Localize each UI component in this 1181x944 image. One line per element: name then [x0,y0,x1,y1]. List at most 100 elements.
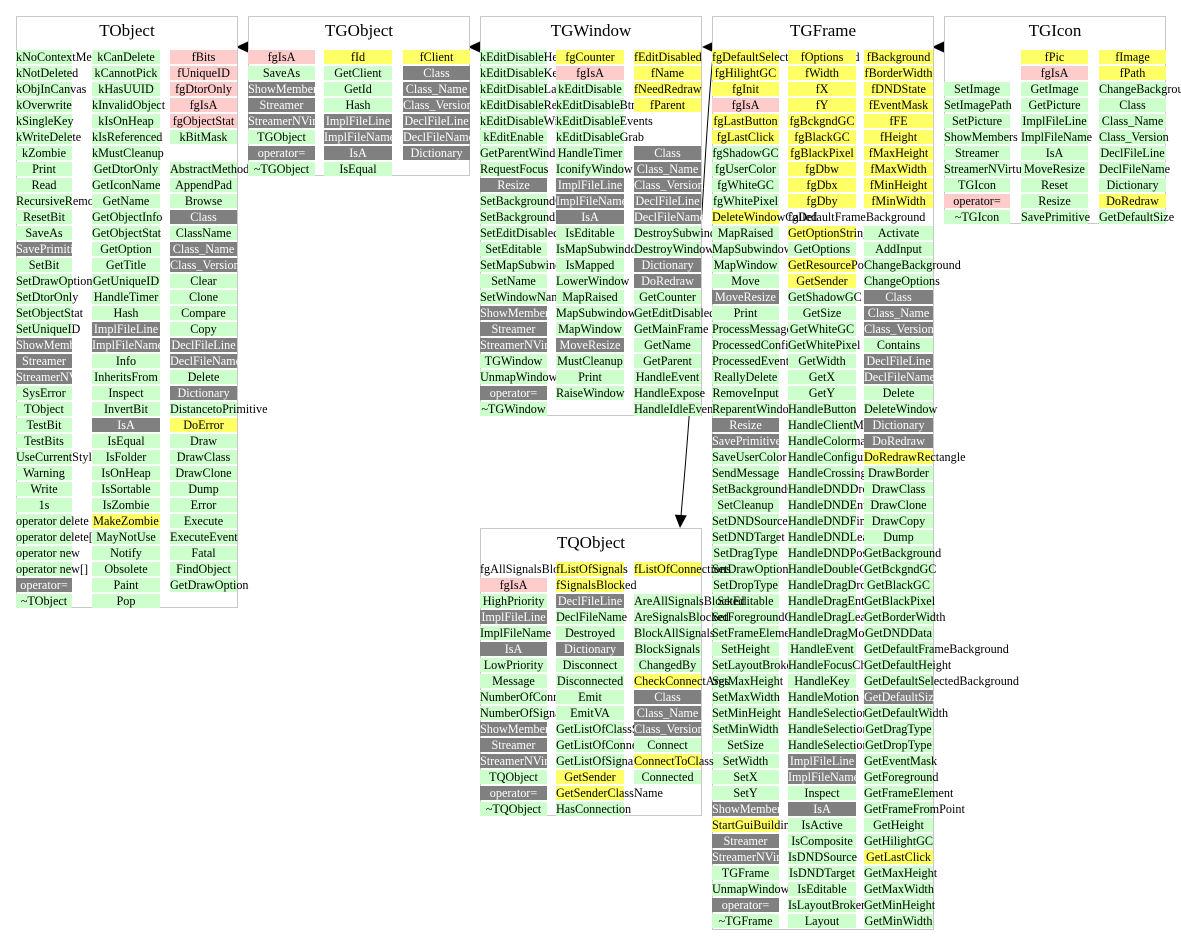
member-keditdisableresize: kEditDisableResize [480,98,577,112]
member-handledragdrop: HandleDragDrop [788,578,873,592]
member-fparent: fParent [634,98,701,112]
member-syserror: SysError [16,386,72,400]
member-class: Class [634,690,701,704]
member-recursiveremove: RecursiveRemove [16,194,106,208]
member-print: Print [556,370,624,384]
member-getdefaultframebackground: GetDefaultFrameBackground [864,642,1009,656]
member-pop: Pop [92,594,160,608]
member-fpath: fPath [1099,66,1166,80]
member-setimage: SetImage [944,82,1010,96]
member-class: Class [634,146,701,160]
member-fminwidth: fMinWidth [864,194,933,208]
member-fglastbutton: fgLastButton [712,114,779,128]
member-getheight: GetHeight [864,818,933,832]
member-keditdisablebtnenable: kEditDisableBtnEnable [556,98,672,112]
member-iseditable: IsEditable [556,226,624,240]
member-streamer: Streamer [480,738,547,752]
member-raisewindow: RaiseWindow [556,386,625,400]
member-knotdeleted: kNotDeleted [16,66,79,80]
member-getoptionstring: GetOptionString [788,226,870,240]
member-getframeelement: GetFrameElement [864,786,954,800]
member-fborderwidth: fBorderWidth [864,66,933,80]
member-processmessage: ProcessMessage [712,322,792,336]
member-getparentwindow: GetParentWindow [480,146,571,160]
member-implfilename: ImplFileName [788,770,860,784]
member-doredrawrectangle: DoRedrawRectangle [864,450,966,464]
member-fgdefaultframebackground: fgDefaultFrameBackground [788,210,925,224]
member-handletimer: HandleTimer [92,290,160,304]
member-iscomposite: IsComposite [788,834,856,848]
member-unmapwindow: UnmapWindow [712,882,790,896]
member-dictionary: Dictionary [170,386,237,400]
member-declfilename: DeclFileName [1099,162,1171,176]
member-keditdisablewidth: kEditDisableWidth [480,114,574,128]
member-saveusercolor: SaveUserColor [712,450,787,464]
member-class-name: Class_Name [403,82,470,96]
member-handleconfigurenotify: HandleConfigureNotify [788,450,905,464]
member-setdroptype: SetDropType [712,578,779,592]
member-isdndsource: IsDNDSource [788,850,858,864]
member-declfileline: DeclFileLine [170,338,237,352]
member-getforeground: GetForeground [864,770,939,784]
member-moveresize: MoveResize [712,290,779,304]
member-geticonname: GetIconName [92,178,161,192]
member-issortable: IsSortable [92,482,160,496]
member-setwidth: SetWidth [712,754,779,768]
member-tgwindow: TGWindow [480,354,547,368]
member-implfileline: ImplFileLine [1021,114,1088,128]
member-handlefocuschange: HandleFocusChange [788,658,890,672]
member-ismapped: IsMapped [556,258,624,272]
member-fbits: fBits [170,50,237,64]
member-setmaxwidth: SetMaxWidth [712,690,780,704]
arrowhead-tgwindow [702,41,715,53]
class-title: TGObject [325,21,393,40]
member-changebackgroundcolor: ChangeBackgroundColor [1099,82,1181,96]
member-sendmessage: SendMessage [712,466,780,480]
member-implfilename: ImplFileName [480,626,552,640]
member-unmapwindow: UnmapWindow [480,370,558,384]
member-fatal: Fatal [170,546,237,560]
empty-cell [944,66,1010,80]
member-handleidleevent: HandleIdleEvent [634,402,717,416]
member-getname: GetName [634,338,701,352]
member-handleselectionclear: HandleSelectionClear [788,722,895,736]
member-handledragmotion: HandleDragMotion [788,626,884,640]
member-ffe: fFE [864,114,933,128]
member-getlastclick: GetLastClick [864,850,933,864]
member-contains: Contains [864,338,933,352]
member-startguibuilding: StartGuiBuilding [712,818,796,832]
member-mapsubwindows: MapSubwindows [556,306,642,320]
member-setmapsubwindows: SetMapSubwindows [480,258,581,272]
member-fgisa: fgIsA [556,66,624,80]
arrowhead-tgobject [468,41,481,53]
member-keditenable: kEditEnable [480,130,547,144]
member-fgwhitepixel: fgWhitePixel [712,194,779,208]
member-fid: fId [324,50,392,64]
member-declfileline: DeclFileLine [556,594,624,608]
member-fgusercolor: fgUserColor [712,162,779,176]
member-reset: Reset [1021,178,1088,192]
member-fgdby: fgDby [788,194,856,208]
member-streamer: Streamer [480,322,547,336]
member-setdtoronly: SetDtorOnly [16,290,79,304]
member-isonheap: IsOnHeap [92,466,160,480]
member-tgframe: TGFrame [712,866,779,880]
member-setx: SetX [712,770,779,784]
member-class: Class [170,210,237,224]
member-emit: Emit [556,690,624,704]
member-inheritsfrom: InheritsFrom [92,370,160,384]
member-handledoubleclick: HandleDoubleClick [788,562,886,576]
member-mapwindow: MapWindow [556,322,624,336]
member-getmainframe: GetMainFrame [634,322,709,336]
member-keditdisablelayout: kEditDisableLayout [480,82,579,96]
member-streamer: Streamer [712,834,779,848]
member-getuniqueid: GetUniqueID [92,274,160,288]
member-implfilename: ImplFileName [324,130,396,144]
member-draw: Draw [170,434,237,448]
member-removeinput: RemoveInput [712,386,779,400]
member-handlecolormapchange: HandleColormapChange [788,434,910,448]
member-error: Error [170,498,237,512]
empty-cell [634,114,701,128]
member-streamernvirtual: StreamerNVirtual [712,850,799,864]
member-getoptions: GetOptions [788,242,856,256]
